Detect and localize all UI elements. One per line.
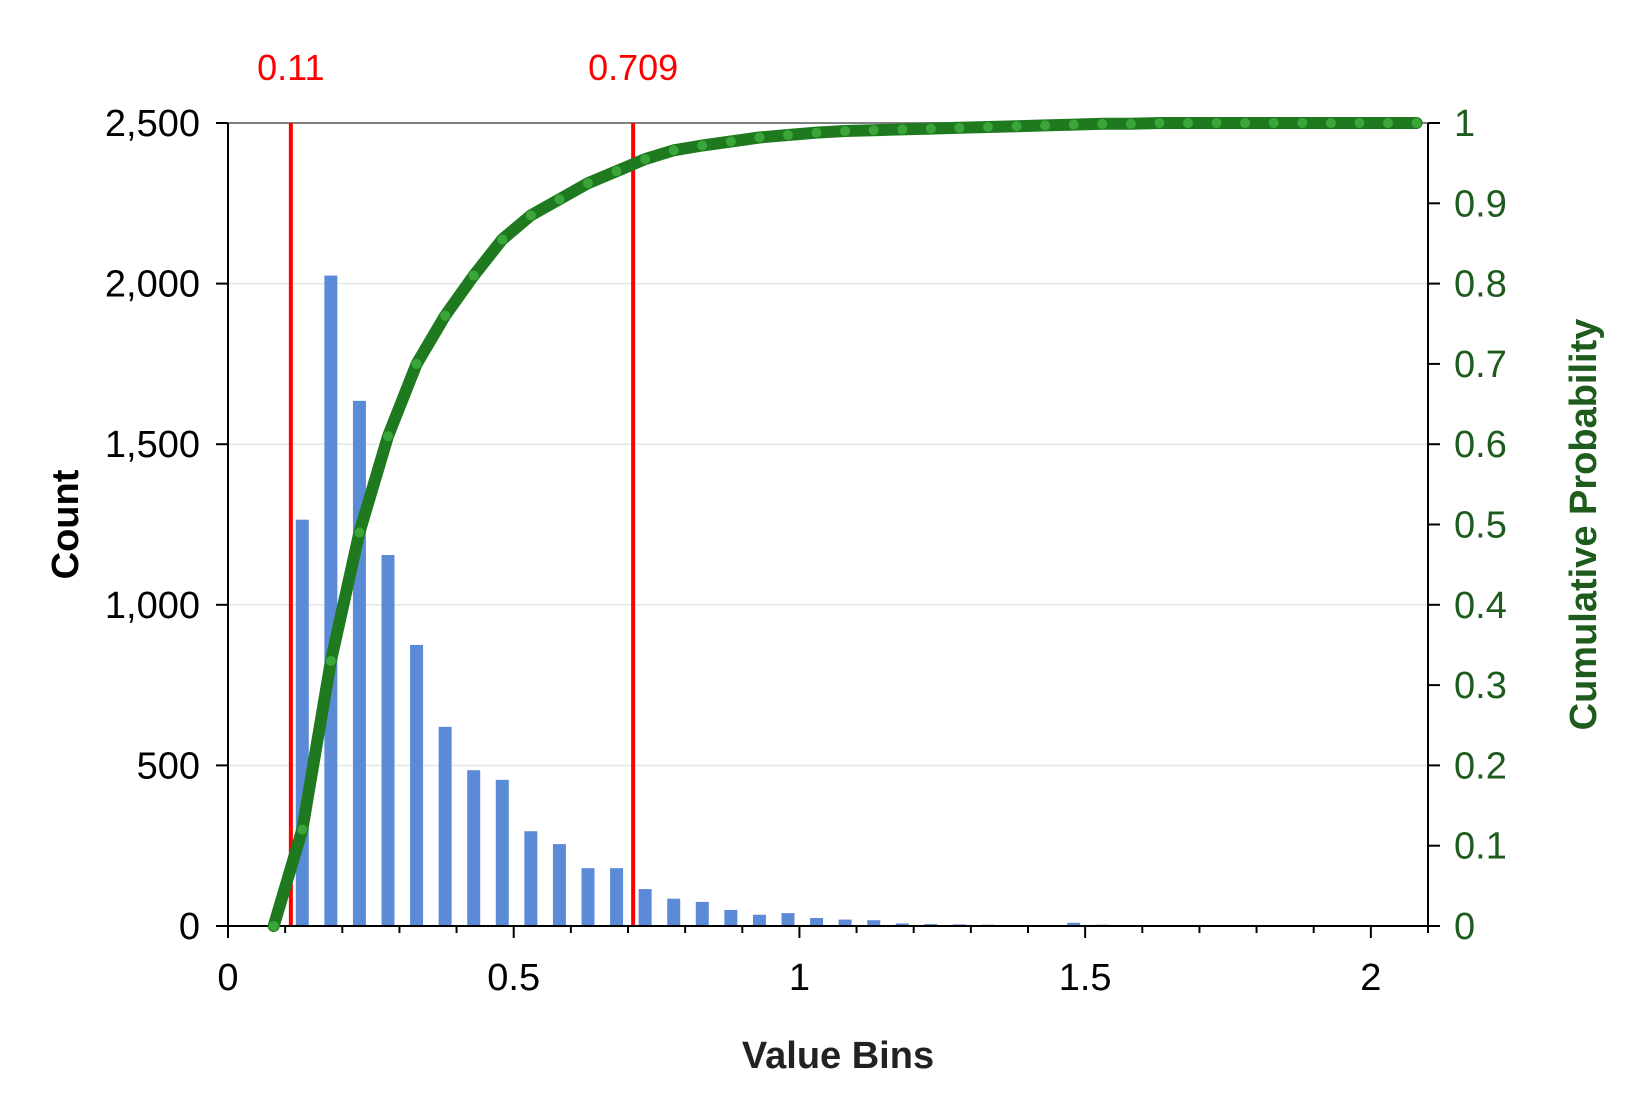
cdf-point xyxy=(268,921,279,931)
count-bar xyxy=(467,770,481,926)
cdf-point xyxy=(554,194,565,205)
cdf-point xyxy=(1411,118,1422,128)
y-tick-label: 1,000 xyxy=(105,585,200,627)
count-bar xyxy=(410,644,424,926)
cdf-point xyxy=(668,145,679,156)
cdf-point xyxy=(1097,118,1108,129)
y-tick-label: 0 xyxy=(179,906,200,948)
cdf-point xyxy=(811,127,822,138)
count-bar xyxy=(638,889,652,926)
y2-tick-label: 0.9 xyxy=(1454,183,1507,225)
cdf-point xyxy=(525,210,536,221)
y-tick-label: 2,500 xyxy=(105,103,200,145)
count-bar xyxy=(695,901,709,926)
cdf-point xyxy=(1383,118,1393,128)
cdf-point xyxy=(1297,118,1308,128)
count-bar xyxy=(381,555,395,926)
threshold-markers: 0.11 0.709 xyxy=(257,47,678,926)
cumulative-probability-line xyxy=(267,117,1423,932)
count-bar xyxy=(352,400,366,926)
cdf-point xyxy=(840,126,851,137)
y-tick-label: 500 xyxy=(137,745,200,787)
cdf-point xyxy=(983,122,993,133)
cdf-point xyxy=(411,358,422,369)
y2-tick-label: 0.6 xyxy=(1454,424,1507,466)
cdf-point xyxy=(611,166,622,177)
count-bar xyxy=(610,868,624,926)
cdf-point xyxy=(640,154,651,165)
count-bars xyxy=(295,275,1138,926)
y2-axis-title: Cumulative Probability xyxy=(1563,319,1605,731)
cdf-point xyxy=(1068,119,1079,130)
count-bar xyxy=(781,913,795,926)
count-bar xyxy=(495,779,509,926)
y2-tick-label: 0.5 xyxy=(1454,505,1507,547)
y2-tick-label: 0.4 xyxy=(1454,585,1507,627)
cdf-point xyxy=(354,527,365,538)
cdf-point xyxy=(583,178,593,189)
cdf-point xyxy=(783,130,793,141)
count-bar xyxy=(1067,922,1081,926)
y-tick-label: 1,500 xyxy=(105,424,200,466)
y2-tick-label: 1 xyxy=(1454,103,1475,145)
cdf-point xyxy=(297,824,308,835)
cdf-point xyxy=(725,136,736,147)
cdf-point xyxy=(697,140,708,151)
cdf-point xyxy=(440,310,451,321)
cdf-point xyxy=(1040,120,1051,131)
cdf-point xyxy=(468,270,479,281)
count-bar xyxy=(581,868,595,926)
y2-tick-label: 0.7 xyxy=(1454,344,1507,386)
cdf-point xyxy=(1183,118,1193,128)
count-bar xyxy=(524,831,538,926)
x-tick-label: 1 xyxy=(789,957,810,999)
cdf-point xyxy=(1354,118,1365,128)
x-tick-label: 1.5 xyxy=(1059,957,1112,999)
y-axis-title: Count xyxy=(45,469,87,579)
count-bar xyxy=(324,275,338,926)
y2-tick-label: 0.8 xyxy=(1454,264,1507,306)
x-tick-label: 0.5 xyxy=(487,957,540,999)
threshold-label: 0.709 xyxy=(588,47,678,88)
count-bar xyxy=(438,726,452,926)
count-bar xyxy=(667,898,681,926)
x-tick-label: 2 xyxy=(1360,957,1381,999)
count-bar xyxy=(724,909,738,926)
count-bar xyxy=(838,919,852,926)
cdf-point xyxy=(325,656,336,667)
count-bar xyxy=(810,917,824,926)
threshold-label: 0.11 xyxy=(257,47,324,88)
y2-tick-label: 0 xyxy=(1454,906,1475,948)
cdf-point xyxy=(954,122,965,133)
cdf-point xyxy=(1154,118,1165,128)
cdf-point xyxy=(497,234,508,245)
cdf-point xyxy=(868,125,879,136)
cdf-point xyxy=(383,431,393,442)
gridlines xyxy=(228,122,1428,767)
cdf-point xyxy=(1268,118,1279,128)
y2-tick-label: 0.1 xyxy=(1454,826,1507,868)
cdf-point xyxy=(1125,118,1136,129)
axes xyxy=(216,122,1440,938)
y2-tick-label: 0.2 xyxy=(1454,745,1507,787)
y2-tick-label: 0.3 xyxy=(1454,665,1507,707)
count-bar xyxy=(752,914,766,926)
x-tick-label: 0 xyxy=(217,957,238,999)
cdf-point xyxy=(1240,118,1251,128)
count-bar xyxy=(867,920,881,926)
count-bar xyxy=(895,923,909,926)
cdf-point xyxy=(754,132,765,143)
tick-labels: 0 500 1,000 1,500 2,000 2,500 0 0.1 0.2 0.3 0.4 0.5… xyxy=(105,103,1507,999)
cdf-point xyxy=(925,123,936,134)
count-bar xyxy=(552,844,566,926)
x-axis-title: Value Bins xyxy=(742,1035,934,1077)
cdf-point xyxy=(1325,118,1336,128)
cdf-point xyxy=(1011,121,1022,132)
y-tick-label: 2,000 xyxy=(105,264,200,306)
cdf-point xyxy=(1211,118,1222,128)
cdf-point xyxy=(897,124,908,135)
